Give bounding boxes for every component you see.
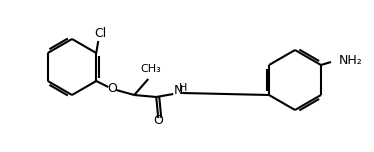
Text: N: N xyxy=(174,85,183,97)
Text: CH₃: CH₃ xyxy=(141,64,162,74)
Text: O: O xyxy=(107,83,117,95)
Text: O: O xyxy=(153,114,163,126)
Text: NH₂: NH₂ xyxy=(339,55,363,67)
Text: H: H xyxy=(179,83,187,93)
Text: Cl: Cl xyxy=(94,28,106,40)
